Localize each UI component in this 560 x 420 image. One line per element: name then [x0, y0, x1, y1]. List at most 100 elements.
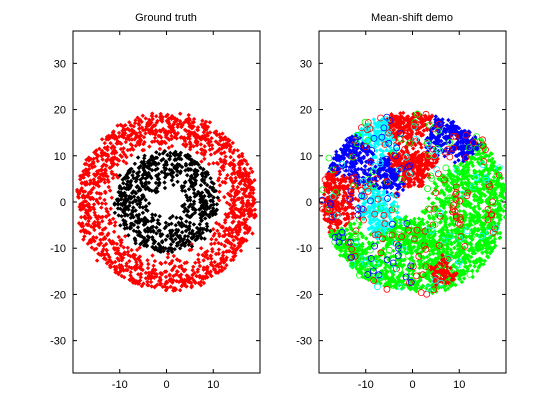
mean-shift-point [501, 208, 506, 214]
ground-truth-point [123, 123, 128, 128]
ground-truth-point [198, 194, 203, 199]
mean-shift-point [475, 144, 481, 150]
ground-truth-point [94, 190, 100, 196]
ground-truth-point [165, 255, 170, 260]
ground-truth-point [201, 167, 206, 172]
ground-truth-point [135, 155, 141, 160]
ground-truth-point [107, 221, 112, 226]
ground-truth-point [221, 259, 227, 265]
mean-shift-point [484, 197, 490, 203]
ground-truth-point [182, 138, 188, 144]
mean-shift-point [353, 196, 358, 201]
mean-shift-point [418, 250, 424, 255]
ground-truth-point [195, 269, 200, 274]
mean-shift-point [346, 172, 352, 177]
mean-shift-point [464, 145, 469, 150]
ground-truth-point [193, 181, 198, 187]
ground-truth-point [191, 199, 197, 204]
mean-shift-point [344, 221, 349, 227]
ground-truth-point [173, 287, 178, 292]
ground-truth-point [121, 181, 126, 186]
ground-truth-point [194, 273, 199, 279]
mean-shift-point [462, 176, 467, 181]
ground-truth-point [215, 228, 220, 233]
mean-shift-point [431, 201, 436, 206]
mean-shift-point [476, 189, 481, 195]
ground-truth-point [116, 234, 121, 240]
ground-truth-point [191, 116, 197, 122]
mean-shift-point [346, 201, 351, 206]
mean-shift-point [349, 152, 354, 157]
mean-shift-point [476, 196, 482, 201]
ground-truth-point [86, 166, 92, 172]
ground-truth-point [232, 243, 237, 248]
ground-truth-point [131, 277, 136, 282]
ground-truth-point [102, 170, 107, 176]
ground-truth-point [157, 245, 163, 251]
ground-truth-point [149, 284, 154, 289]
ground-truth-point [153, 167, 158, 173]
ground-truth-point [159, 139, 165, 145]
ground-truth-point [86, 155, 92, 160]
ground-truth-point [223, 212, 228, 217]
ground-truth-point [172, 135, 177, 140]
ground-truth-point [247, 202, 252, 207]
ground-truth-point [91, 207, 97, 212]
ground-truth-point [100, 219, 105, 224]
ground-truth-point [128, 273, 133, 278]
ground-truth-point [232, 213, 238, 218]
ground-truth-point [222, 194, 227, 200]
ground-truth-point [178, 278, 184, 284]
mean-shift-point [445, 249, 450, 254]
ground-truth-point [205, 172, 211, 177]
ground-truth-point [249, 187, 254, 193]
mean-shift-point [373, 265, 378, 271]
mean-shift-point [408, 173, 413, 179]
mean-shift-point [469, 155, 474, 160]
ground-truth-point [134, 175, 139, 180]
ground-truth-point [113, 267, 118, 272]
ground-truth-point [82, 229, 87, 235]
ground-truth-point [154, 150, 159, 155]
ground-truth-point [178, 236, 183, 242]
mean-shift-point [485, 189, 491, 194]
mean-shift-point [498, 182, 503, 187]
ground-truth-point [186, 187, 192, 192]
mean-shift-point [466, 165, 471, 170]
ground-truth-point [146, 180, 152, 185]
ground-truth-point [237, 228, 242, 233]
ground-truth-point [86, 163, 92, 168]
ground-truth-point [130, 280, 136, 285]
ground-truth-point [132, 161, 138, 166]
mean-shift-point [348, 247, 354, 252]
ground-truth-point [171, 182, 176, 188]
ground-truth-point [125, 175, 131, 180]
ground-truth-point [152, 135, 158, 141]
ground-truth-point [212, 130, 217, 135]
ground-truth-point [167, 278, 173, 283]
ground-truth-point [213, 211, 218, 217]
ground-truth-point [225, 249, 231, 254]
ground-truth-point [105, 157, 110, 162]
ground-truth-point [116, 202, 121, 207]
mean-shift-point [336, 189, 341, 195]
ground-truth-point [114, 197, 120, 202]
mean-shift-point [430, 234, 435, 239]
ground-truth-point [117, 173, 123, 178]
ground-truth-point [79, 215, 84, 220]
mean-shift-point [502, 188, 506, 193]
ground-truth-point [109, 195, 114, 200]
mean-shift-point [445, 123, 450, 128]
ground-truth-point [237, 214, 243, 220]
ground-truth-point [128, 221, 134, 226]
mean-shift-point [474, 194, 479, 199]
mean-shift-point [470, 274, 475, 280]
ground-truth-point [229, 188, 234, 194]
ground-truth-point [159, 169, 164, 175]
ground-truth-point [145, 229, 150, 234]
ground-truth-point [77, 191, 82, 196]
ground-truth-point [245, 208, 251, 213]
mean-shift-point [334, 246, 340, 251]
ground-truth-point [208, 193, 214, 198]
mean-shift-point [339, 248, 344, 253]
